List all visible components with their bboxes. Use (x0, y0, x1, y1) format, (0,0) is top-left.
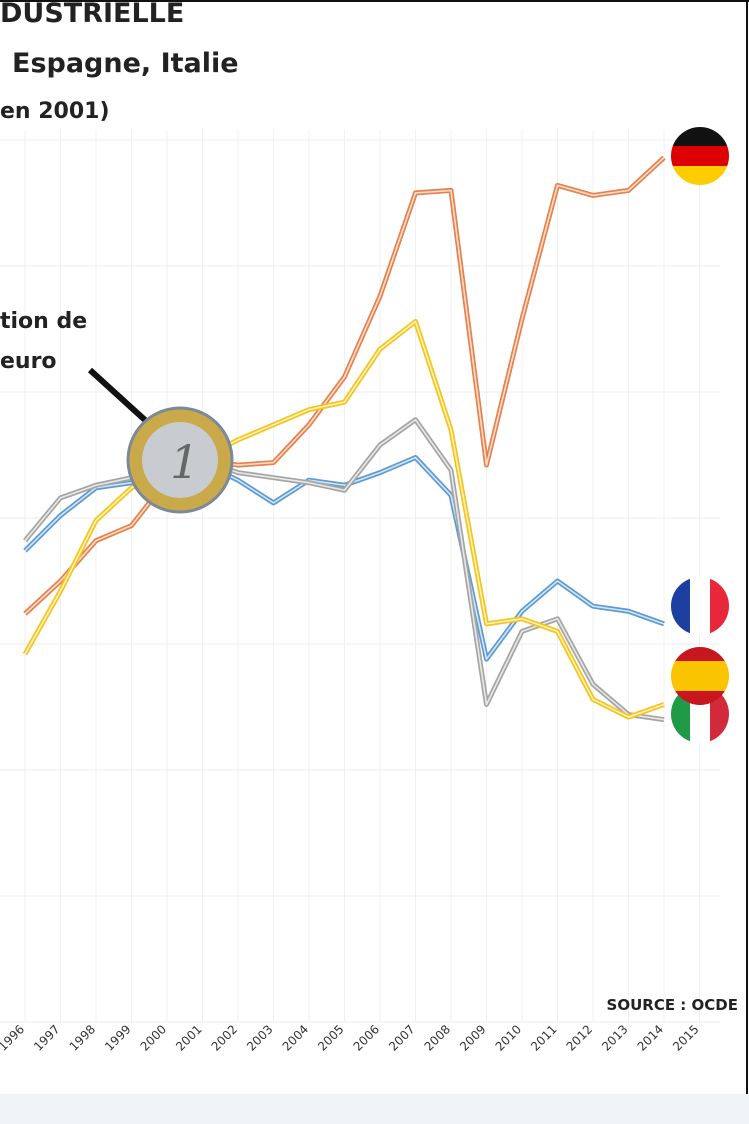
flags (671, 127, 729, 743)
series-line-highlight (24, 456, 665, 660)
title-line: DUSTRIELLE (0, 0, 184, 29)
title-line: Espagne, Italie (12, 48, 239, 79)
series-line-highlight (24, 157, 665, 615)
pointer (87, 367, 148, 423)
series-line-highlight (24, 320, 665, 718)
euro-coin: 1 (126, 406, 234, 514)
title-line: en 2001) (0, 99, 110, 124)
footer-bar (0, 1094, 749, 1124)
source: SOURCE : OCDE (607, 996, 738, 1014)
annotation: euro (0, 349, 57, 374)
annotation: tion de (0, 309, 87, 334)
svg-text:1: 1 (170, 435, 199, 489)
